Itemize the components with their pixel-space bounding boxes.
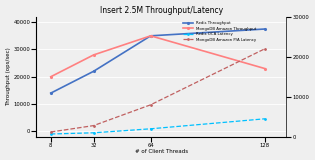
Redis Throughput bbox=[149, 35, 152, 37]
Line: MongoDB Amazon Throughput: MongoDB Amazon Throughput bbox=[49, 34, 266, 79]
MongoDB Amazon P/A Latency bbox=[49, 131, 53, 133]
Line: MongoDB Amazon P/A Latency: MongoDB Amazon P/A Latency bbox=[49, 47, 266, 133]
Redis Throughput bbox=[49, 92, 53, 94]
Line: Redis Throughput: Redis Throughput bbox=[49, 27, 266, 95]
Redis Throughput bbox=[92, 70, 95, 72]
X-axis label: # of Client Threads: # of Client Threads bbox=[135, 149, 188, 154]
MongoDB Amazon Throughput bbox=[263, 68, 267, 70]
MongoDB Amazon P/A Latency bbox=[92, 125, 95, 127]
Redis OCA Latency bbox=[149, 128, 152, 130]
MongoDB Amazon P/A Latency bbox=[149, 104, 152, 106]
Redis OCA Latency bbox=[49, 133, 53, 135]
Redis Throughput bbox=[263, 28, 267, 30]
Redis OCA Latency bbox=[263, 118, 267, 120]
Line: Redis OCA Latency: Redis OCA Latency bbox=[49, 117, 266, 135]
MongoDB Amazon P/A Latency bbox=[263, 48, 267, 50]
MongoDB Amazon Throughput bbox=[92, 54, 95, 56]
Y-axis label: Throughput (ops/sec): Throughput (ops/sec) bbox=[6, 47, 11, 106]
Title: Insert 2.5M Throughput/Latency: Insert 2.5M Throughput/Latency bbox=[100, 6, 223, 15]
Legend: Redis Throughput, MongoDB Amazon Throughput, Redis OCA Latency, MongoDB Amazon P: Redis Throughput, MongoDB Amazon Through… bbox=[183, 21, 256, 42]
MongoDB Amazon Throughput bbox=[149, 35, 152, 37]
Redis OCA Latency bbox=[92, 132, 95, 134]
MongoDB Amazon Throughput bbox=[49, 76, 53, 78]
